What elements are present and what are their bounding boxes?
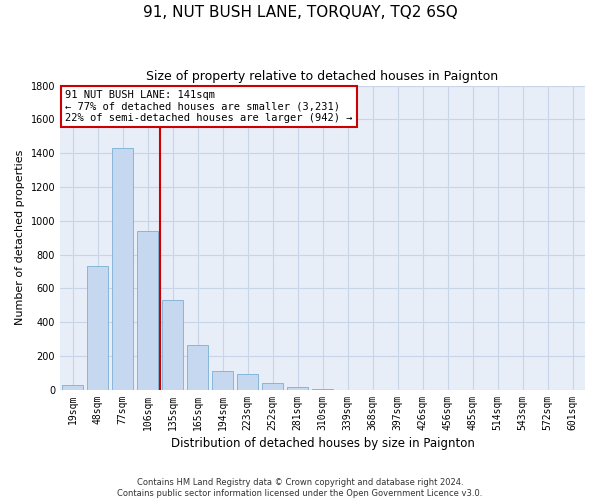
X-axis label: Distribution of detached houses by size in Paignton: Distribution of detached houses by size …: [170, 437, 475, 450]
Bar: [187, 345, 208, 390]
Y-axis label: Number of detached properties: Number of detached properties: [15, 150, 25, 326]
Title: Size of property relative to detached houses in Paignton: Size of property relative to detached ho…: [146, 70, 499, 83]
Text: Contains HM Land Registry data © Crown copyright and database right 2024.
Contai: Contains HM Land Registry data © Crown c…: [118, 478, 482, 498]
Bar: [87, 266, 108, 390]
Bar: [287, 386, 308, 390]
Bar: [312, 388, 333, 390]
Bar: [137, 231, 158, 390]
Bar: [212, 372, 233, 390]
Bar: [262, 383, 283, 390]
Text: 91, NUT BUSH LANE, TORQUAY, TQ2 6SQ: 91, NUT BUSH LANE, TORQUAY, TQ2 6SQ: [143, 5, 457, 20]
Bar: [112, 148, 133, 390]
Text: 91 NUT BUSH LANE: 141sqm
← 77% of detached houses are smaller (3,231)
22% of sem: 91 NUT BUSH LANE: 141sqm ← 77% of detach…: [65, 90, 353, 124]
Bar: [62, 385, 83, 390]
Bar: [162, 300, 183, 390]
Bar: [237, 374, 258, 390]
